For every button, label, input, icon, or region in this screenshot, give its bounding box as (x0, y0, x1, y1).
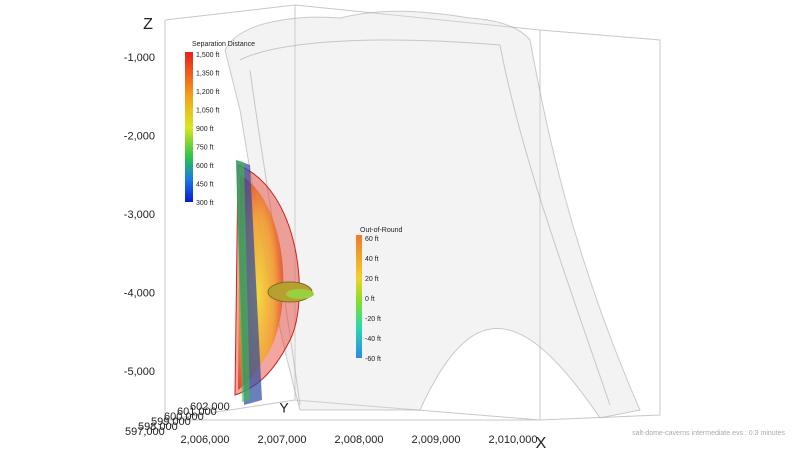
legend-label: 0 ft (365, 296, 375, 303)
z-tick-label: -2,000 (124, 130, 155, 142)
legend-title: Separation Distance (192, 41, 255, 48)
y-tick-label: 599,000 (151, 416, 191, 428)
legend-label: 20 ft (365, 276, 379, 283)
legend-label: 1,050 ft (196, 107, 219, 114)
y-tick-label: 600,000 (164, 411, 204, 423)
x-tick-label: 2,009,000 (412, 434, 461, 446)
legend-title: Out-of-Round (360, 227, 403, 234)
z-axis-title: Z (143, 16, 153, 33)
salt-dome (224, 10, 641, 419)
legend-label: 1,350 ft (196, 70, 219, 77)
z-tick-label: -3,000 (124, 209, 155, 221)
legend-label: 1,200 ft (196, 89, 219, 96)
y-tick-label: 598,000 (138, 421, 178, 433)
legend-label: -40 ft (365, 336, 381, 343)
y-tick-label: 601,000 (177, 406, 217, 418)
x-axis-title: X (536, 435, 547, 450)
legend-label: 600 ft (196, 163, 214, 170)
x-tick-label: 2,006,000 (181, 434, 230, 446)
legend-label: 1,500 ft (196, 52, 219, 59)
legend-label: 300 ft (196, 200, 214, 207)
z-tick-label: -1,000 (124, 52, 155, 64)
x-tick-label: 2,008,000 (335, 434, 384, 446)
z-tick-label: -5,000 (124, 366, 155, 378)
legend-label: -20 ft (365, 316, 381, 323)
z-tick-label: -4,000 (124, 287, 155, 299)
x-tick-label: 2,010,000 (489, 434, 538, 446)
legend-label: 60 ft (365, 236, 379, 243)
footer: salt-dome-caverns intermediate.evs : 0.3… (632, 430, 785, 437)
legend-colorbar (356, 235, 362, 358)
legend-label: 450 ft (196, 181, 214, 188)
legend-label: 750 ft (196, 144, 214, 151)
y-axis-title: Y (279, 400, 289, 416)
caverns (234, 160, 314, 405)
x-tick-label: 2,007,000 (258, 434, 307, 446)
legend-label: -60 ft (365, 356, 381, 363)
legend-label: 900 ft (196, 126, 214, 133)
legend-label: 40 ft (365, 256, 379, 263)
legend-colorbar (185, 52, 193, 202)
y-tick-label: 602,000 (190, 401, 230, 413)
bounding-box (164, 4, 661, 421)
y-tick-label: 597,000 (125, 426, 165, 438)
